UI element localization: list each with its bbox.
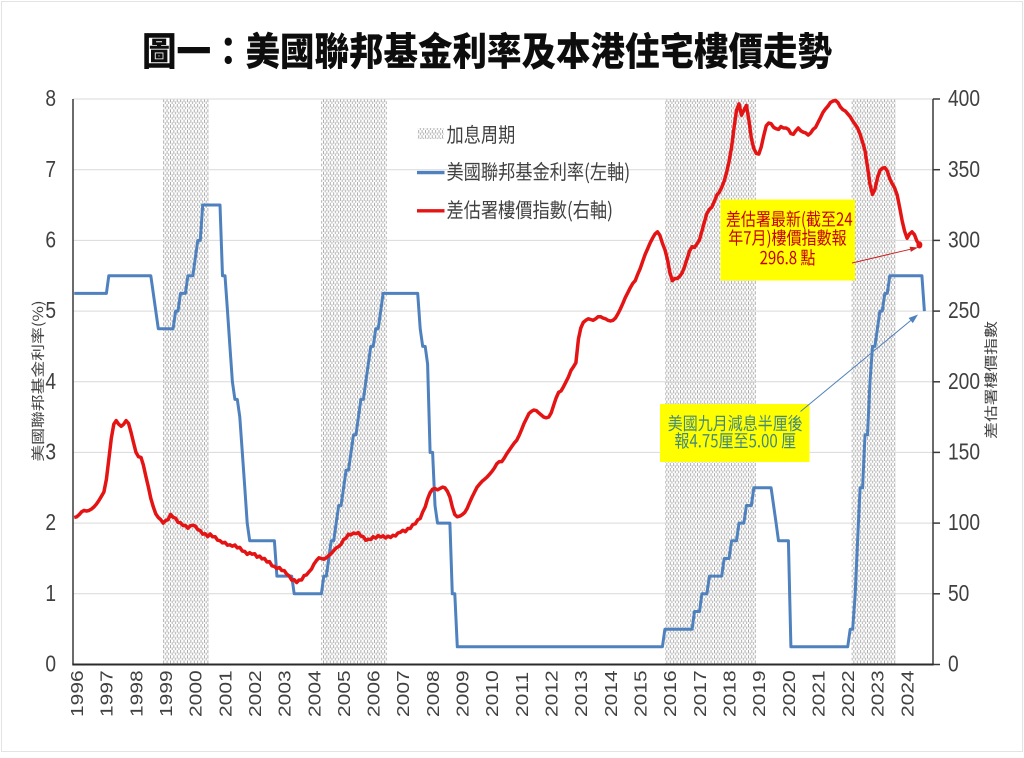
- svg-text:2024: 2024: [899, 670, 918, 717]
- svg-text:2020: 2020: [780, 670, 799, 717]
- svg-text:8: 8: [45, 87, 56, 112]
- svg-text:2021: 2021: [810, 670, 829, 717]
- svg-text:2004: 2004: [306, 670, 325, 717]
- svg-text:2013: 2013: [573, 670, 592, 717]
- svg-text:4: 4: [45, 369, 56, 394]
- svg-text:2010: 2010: [484, 670, 503, 717]
- svg-text:2009: 2009: [454, 670, 473, 717]
- svg-text:2000: 2000: [187, 670, 206, 717]
- svg-text:2006: 2006: [365, 670, 384, 717]
- svg-text:2005: 2005: [335, 670, 354, 717]
- svg-text:0: 0: [948, 652, 959, 677]
- svg-text:2008: 2008: [424, 670, 443, 717]
- svg-text:2023: 2023: [869, 670, 888, 717]
- svg-text:1996: 1996: [69, 670, 88, 717]
- svg-text:7: 7: [45, 157, 56, 182]
- svg-text:2017: 2017: [691, 670, 710, 717]
- svg-text:6: 6: [45, 228, 56, 253]
- svg-text:2022: 2022: [840, 670, 859, 717]
- svg-text:2016: 2016: [662, 670, 681, 717]
- svg-text:200: 200: [948, 369, 980, 394]
- svg-text:300: 300: [948, 228, 980, 253]
- svg-text:350: 350: [948, 157, 980, 182]
- svg-text:2003: 2003: [276, 670, 295, 717]
- svg-text:0: 0: [45, 652, 56, 677]
- svg-text:2019: 2019: [751, 670, 770, 717]
- svg-text:2011: 2011: [513, 672, 532, 717]
- svg-text:50: 50: [948, 581, 969, 606]
- svg-text:2012: 2012: [543, 670, 562, 717]
- svg-text:150: 150: [948, 440, 980, 465]
- svg-text:400: 400: [948, 87, 980, 112]
- svg-text:1999: 1999: [158, 670, 177, 717]
- svg-text:1: 1: [45, 581, 56, 606]
- svg-text:2007: 2007: [395, 670, 414, 717]
- svg-text:5: 5: [45, 299, 56, 324]
- svg-text:3: 3: [45, 440, 56, 465]
- svg-text:1997: 1997: [98, 670, 117, 717]
- svg-text:2018: 2018: [721, 670, 740, 717]
- svg-text:2014: 2014: [602, 670, 621, 717]
- svg-text:2015: 2015: [632, 670, 651, 717]
- svg-text:2: 2: [45, 511, 56, 536]
- svg-text:2002: 2002: [247, 670, 266, 717]
- svg-text:100: 100: [948, 511, 980, 536]
- svg-text:1998: 1998: [128, 670, 147, 717]
- svg-text:2001: 2001: [217, 670, 236, 717]
- svg-text:250: 250: [948, 299, 980, 324]
